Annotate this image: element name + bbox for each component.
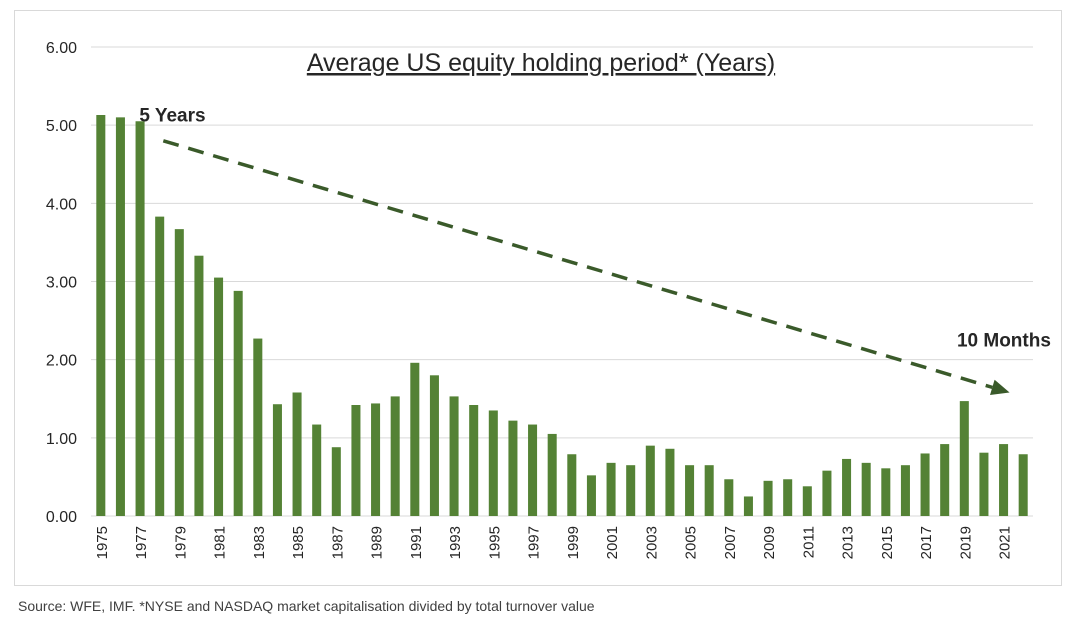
bar-1999	[567, 454, 577, 516]
x-tick-label: 1985	[290, 526, 307, 559]
bar-1997	[528, 424, 538, 516]
y-tick-label: 3.00	[46, 275, 77, 292]
y-tick-label: 6.00	[46, 40, 77, 57]
bar-1975	[96, 115, 106, 516]
y-tick-label: 2.00	[46, 353, 77, 370]
chart-title: Average US equity holding period* (Years…	[307, 49, 775, 77]
annotation-10-months: 10 Months	[957, 330, 1051, 351]
bar-1981	[214, 277, 224, 516]
x-tick-label: 2019	[957, 526, 974, 559]
x-tick-label: 2013	[840, 526, 857, 559]
bar-1998	[547, 433, 557, 516]
x-tick-label: 1993	[447, 526, 464, 559]
bar-1989	[371, 403, 381, 516]
x-tick-label: 1997	[526, 526, 543, 559]
x-tick-label: 1977	[133, 526, 150, 559]
x-tick-label: 2003	[643, 526, 660, 559]
trend-arrow-head	[990, 379, 1010, 396]
bar-2013	[842, 458, 852, 516]
bar-1991	[410, 362, 420, 516]
x-tick-label: 2017	[918, 526, 935, 559]
bar-2006	[704, 465, 714, 516]
x-tick-label: 1991	[408, 526, 425, 559]
bar-1985	[292, 392, 302, 516]
bar-2008	[743, 496, 753, 516]
bar-2003	[645, 445, 655, 516]
bar-2022	[1018, 454, 1028, 516]
bar-2009	[763, 480, 773, 516]
y-tick-labels: 0.00 1.00 2.00 3.00 4.00 5.00 6.00	[46, 40, 77, 526]
bar-1982	[233, 290, 243, 516]
y-tick-label: 4.00	[46, 196, 77, 213]
bar-1983	[253, 338, 263, 516]
x-tick-label: 2007	[722, 526, 739, 559]
bars	[96, 115, 1028, 516]
bar-1988	[351, 405, 361, 516]
bar-2016	[900, 465, 910, 516]
y-tick-label: 5.00	[46, 118, 77, 135]
trend-arrow	[162, 139, 1010, 396]
bar-2000	[586, 475, 596, 516]
bar-1980	[194, 255, 204, 516]
x-tick-label: 1999	[565, 526, 582, 559]
x-tick-label: 2015	[879, 526, 896, 559]
bar-2002	[626, 465, 636, 516]
x-tick-label: 1995	[486, 526, 503, 559]
y-tick-label: 1.00	[46, 431, 77, 448]
x-tick-label: 1987	[329, 526, 346, 559]
annotation-5-years: 5 Years	[139, 105, 205, 126]
bar-2015	[881, 468, 891, 516]
bar-2012	[822, 470, 832, 516]
grid-lines	[91, 46, 1033, 517]
bar-1993	[449, 396, 459, 516]
x-tick-label: 1975	[94, 526, 111, 559]
bar-chart: 0.001.002.003.004.005.006.00 1975 1977 197…	[46, 40, 1051, 559]
bar-1992	[429, 375, 439, 516]
bar-2019	[959, 401, 969, 516]
bar-2001	[606, 462, 616, 516]
x-tick-label: 2011	[800, 526, 817, 558]
bar-2017	[920, 453, 930, 516]
x-tick-label: 1983	[251, 526, 268, 559]
bar-1976	[115, 117, 125, 516]
bar-2007	[724, 479, 734, 516]
source-note: Source: WFE, IMF. *NYSE and NASDAQ marke…	[18, 598, 595, 614]
bar-2010	[783, 479, 793, 516]
bar-2020	[979, 452, 989, 516]
x-tick-label: 2021	[997, 526, 1014, 559]
trend-arrow-line	[162, 139, 993, 390]
bar-2005	[685, 465, 695, 516]
x-tick-label: 2009	[761, 526, 778, 559]
bar-1986	[312, 424, 322, 516]
bar-2011	[802, 486, 812, 516]
bar-1995	[488, 410, 498, 516]
chart-frame: 0.00 1.00 2.00 3.00 4.00 5.00 6.00 1975 1977 197…	[14, 10, 1062, 586]
x-tick-label: 1989	[369, 526, 386, 559]
bar-1978	[155, 216, 165, 516]
bar-1984	[272, 404, 282, 516]
bar-1994	[469, 405, 479, 516]
bar-2018	[940, 444, 950, 516]
bar-2014	[861, 462, 871, 516]
x-tick-label: 1981	[212, 526, 229, 559]
bar-1996	[508, 420, 518, 516]
bar-2004	[665, 448, 675, 516]
x-tick-label: 1979	[172, 526, 189, 559]
bar-1979	[174, 229, 184, 516]
bar-1987	[331, 447, 341, 516]
bar-1990	[390, 396, 400, 516]
bar-1977	[135, 121, 145, 516]
x-tick-label: 2005	[683, 526, 700, 559]
y-tick-label: 0.00	[46, 509, 77, 526]
x-tick-label: 2001	[604, 526, 621, 559]
x-tick-labels: 1975 1977 1979 1981 1983 1985 1987 1989 1991 1993…	[94, 526, 1014, 559]
bar-2021	[999, 444, 1009, 516]
